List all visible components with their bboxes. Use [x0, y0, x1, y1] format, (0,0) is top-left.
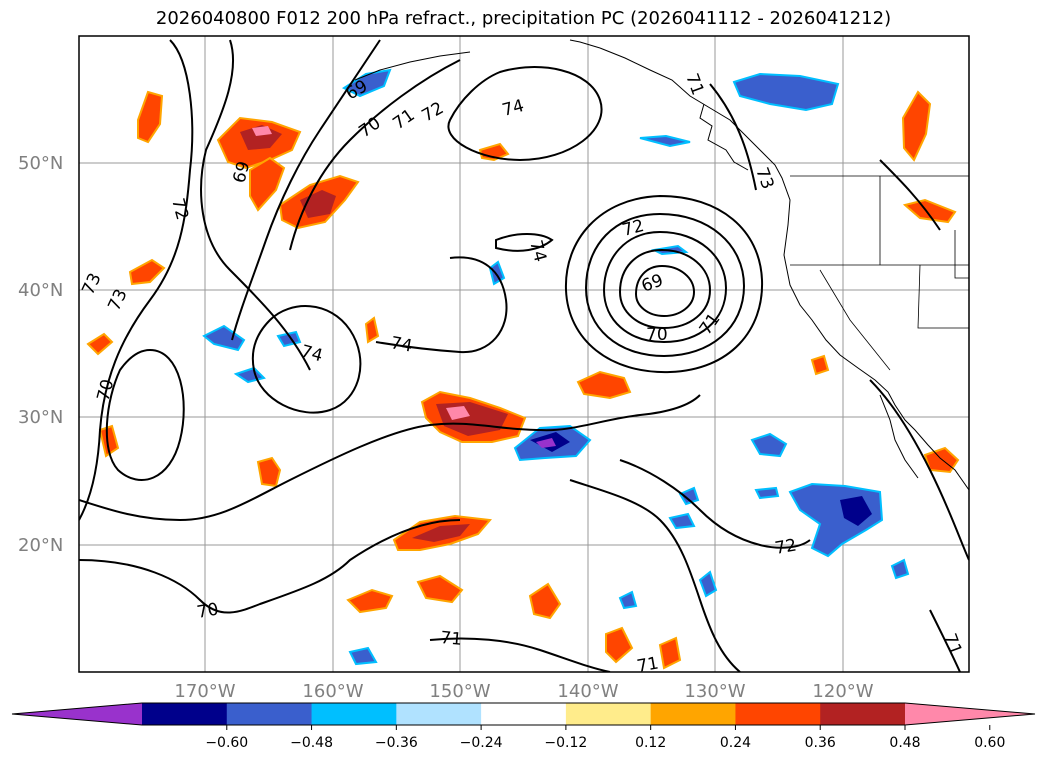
contour-label: 71 — [440, 628, 463, 650]
lat-label: 30°N — [18, 407, 63, 428]
contour-label: 71 — [635, 653, 660, 676]
map-title: 2026040800 F012 200 hPa refract., precip… — [155, 8, 892, 29]
colorbar-segment — [396, 703, 482, 725]
precip-positive — [86, 90, 960, 670]
contour-label: 70 — [646, 325, 668, 345]
colorbar-extension-max — [905, 703, 1035, 725]
colorbar-tick-label: 0.48 — [889, 735, 920, 751]
longitude-labels: 170°W 160°W 150°W 140°W 130°W 120°W — [174, 681, 873, 702]
lon-label: 140°W — [557, 681, 618, 702]
lon-label: 160°W — [302, 681, 363, 702]
colorbar-extension-min — [12, 703, 142, 725]
colorbar-segment — [650, 703, 736, 725]
colorbar-tick-label: −0.24 — [460, 735, 503, 751]
colorbar: −0.60 −0.48 −0.36 −0.24 −0.12 0.12 0.24 0.36 0.4… — [11, 702, 1036, 751]
refractivity-contours — [79, 39, 969, 672]
lon-label: 120°W — [812, 681, 873, 702]
contour-label: 70 — [195, 599, 220, 622]
colorbar-segment — [565, 703, 652, 725]
colorbar-segment — [311, 703, 397, 725]
lat-label: 40°N — [18, 280, 63, 301]
colorbar-tick-label: 0.12 — [635, 735, 666, 751]
contour-label: 72 — [773, 535, 798, 558]
lon-label: 130°W — [684, 681, 745, 702]
lat-label: 20°N — [18, 535, 63, 556]
colorbar-segment — [226, 703, 313, 725]
colorbar-tick-label: 0.24 — [720, 735, 751, 751]
coastlines — [354, 39, 969, 491]
colorbar-tick-label: 0.60 — [974, 735, 1005, 751]
colorbar-tick-label: −0.12 — [544, 735, 587, 751]
map-area — [79, 36, 969, 672]
lon-label: 170°W — [174, 681, 235, 702]
latitude-labels: 50°N 40°N 30°N 20°N — [18, 153, 63, 556]
political-borders — [790, 175, 969, 371]
lat-label: 50°N — [18, 153, 63, 174]
colorbar-tick-label: −0.48 — [290, 735, 333, 751]
colorbar-tick-label: 0.36 — [805, 735, 836, 751]
colorbar-segment — [142, 703, 228, 725]
colorbar-tick-label: −0.60 — [205, 735, 248, 751]
precip-negative — [202, 68, 910, 666]
contour-label: 74 — [389, 333, 414, 356]
colorbar-tick-label: −0.36 — [375, 735, 418, 751]
colorbar-segment — [481, 703, 567, 725]
colorbar-segment — [820, 703, 906, 725]
colorbar-segment — [735, 703, 821, 725]
lon-label: 150°W — [429, 681, 490, 702]
map-border — [78, 35, 970, 673]
colorbar-outline — [11, 702, 1036, 726]
